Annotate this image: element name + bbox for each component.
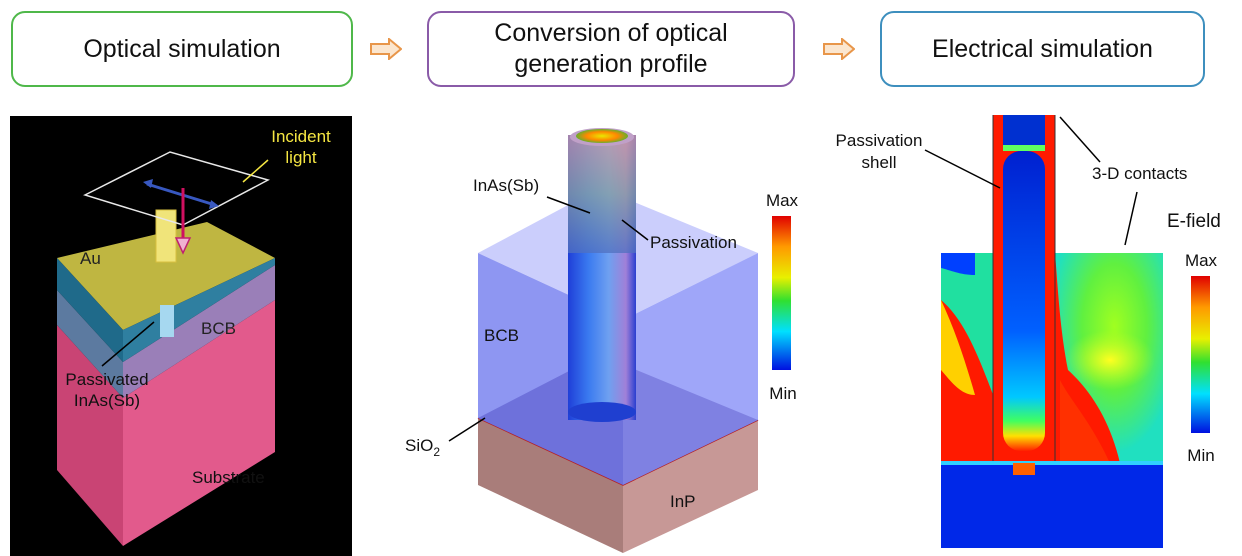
incident-leader-line (242, 159, 269, 183)
passivated-label-line1: Passivated (65, 370, 148, 389)
contacts-leader-line-2 (1124, 191, 1138, 246)
arrowhead-icon (143, 179, 153, 188)
efield-scale-min-label: Min (1187, 446, 1214, 465)
bcb-front-face (123, 265, 275, 398)
pillar-core (1003, 151, 1045, 451)
substrate-left-face (57, 325, 123, 546)
conversion-label-line2: generation profile (514, 50, 708, 78)
polarization-arrow-icon (146, 182, 216, 207)
sio2-label: SiO2 (405, 436, 440, 459)
substrate-front-face (123, 300, 275, 546)
conversion-label-line1: Conversion of optical (494, 19, 728, 47)
passivation-leader-line (621, 219, 649, 241)
propagation-arrowhead-icon (174, 237, 192, 255)
passivated-leader-line (101, 321, 155, 367)
efield-yellow-region (941, 300, 975, 395)
efield-label: E-field (1167, 211, 1221, 232)
shell-leader-line (924, 149, 1001, 189)
electrical-simulation-panel: Passivation shell 3-D contacts E-field M… (836, 115, 1221, 548)
efield-scale-max-label: Max (1185, 251, 1218, 270)
optical-generation-panel: InAs(Sb) Passivation BCB SiO2 InP Max Mi… (405, 128, 799, 553)
incident-light-label-line1: Incident (271, 127, 331, 146)
inassb-label: InAs(Sb) (473, 176, 539, 195)
conversion-box: Conversion of optical generation profile (427, 11, 795, 87)
incident-light-plane (82, 151, 270, 226)
scale-max-label: Max (766, 191, 799, 210)
au-label: Au (80, 249, 101, 268)
pillar-top-contact (1003, 115, 1045, 145)
sio2-leader-line (448, 417, 486, 442)
optical-simulation-panel: Incident light Au BCB Passivated InAs(Sb… (10, 116, 352, 556)
au-left-face (57, 258, 123, 362)
arrow-right-icon (823, 38, 855, 60)
efield-yellow-blob (1065, 330, 1155, 390)
contacts-leader-line-1 (1059, 116, 1101, 163)
arrow-right-icon (370, 38, 402, 60)
substrate-label: Substrate (192, 468, 265, 487)
arrowhead-icon (209, 200, 219, 209)
nanowire-lower (160, 305, 174, 337)
inp-left-face (478, 418, 623, 553)
nanowire-cap (576, 129, 628, 143)
electrical-simulation-box: Electrical simulation (880, 11, 1205, 87)
efield-cyan-region (941, 253, 995, 400)
passivation-label: Passivation (650, 233, 737, 252)
efield-interface (941, 461, 1163, 465)
bcb-left-face (57, 290, 123, 398)
electrical-simulation-label: Electrical simulation (932, 34, 1153, 63)
efield-color-scale-bar (1191, 276, 1210, 433)
inassb-leader-line (546, 196, 591, 214)
passivation-shell-label-line1: Passivation (836, 131, 923, 150)
scale-min-label: Min (769, 384, 796, 403)
incident-light-label-line2: light (285, 148, 316, 167)
bcb-label: BCB (201, 319, 236, 338)
contacts-label: 3-D contacts (1092, 164, 1187, 183)
color-scale-bar (772, 216, 791, 370)
passivation-shell-label-line2: shell (862, 153, 897, 172)
efield-red-region (1060, 380, 1110, 463)
nanowire-base (568, 402, 636, 422)
efield-substrate (941, 463, 1163, 548)
optical-simulation-label: Optical simulation (83, 34, 281, 63)
efield-contact-spot (1013, 463, 1035, 475)
nanowire-upper (155, 209, 177, 263)
nanowire-pillar-top (568, 135, 636, 253)
au-top-face (57, 222, 275, 330)
efield-blue-corner (941, 253, 975, 275)
inp-front-face (623, 420, 758, 553)
inp-label: InP (670, 492, 696, 511)
bcb-label: BCB (484, 326, 519, 345)
bcb-front-face (623, 253, 758, 485)
pillar-contact-interface (1003, 145, 1045, 151)
optical-simulation-box: Optical simulation (11, 11, 353, 87)
passivated-label-line2: InAs(Sb) (74, 391, 140, 410)
